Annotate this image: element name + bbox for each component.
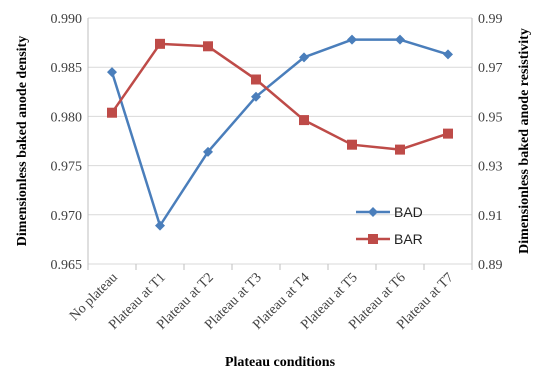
point-bar-1 [155, 38, 165, 49]
left-axis-ticks: 0.965 0.970 0.975 0.980 0.985 0.990 [51, 12, 83, 273]
point-bad-1 [155, 220, 165, 231]
point-bar-0 [107, 107, 117, 118]
right-tick-label-5: 0.99 [478, 12, 503, 27]
series-line-bad [110, 38, 449, 227]
left-tick-label-5: 0.990 [51, 12, 83, 27]
point-bad-7 [443, 49, 453, 60]
point-bad-5 [347, 34, 357, 45]
legend-label-bar: BAR [394, 231, 423, 247]
point-bad-2 [203, 146, 213, 157]
left-tick-label-4: 0.985 [51, 61, 83, 76]
left-axis-title: Dimensionless baked anode density [15, 36, 30, 246]
left-tick-label-3: 0.980 [51, 110, 83, 125]
series-layer [107, 34, 453, 231]
legend-item-bad: BAD [356, 204, 423, 220]
right-tick-label-0: 0.89 [478, 258, 503, 273]
right-tick-label-4: 0.97 [478, 61, 503, 76]
left-tick-label-2: 0.975 [51, 160, 83, 175]
legend-marker-bar [368, 234, 378, 244]
right-tick-label-1: 0.91 [478, 209, 503, 224]
right-tick-label-3: 0.95 [478, 110, 503, 125]
right-tick-label-2: 0.93 [478, 160, 503, 175]
left-tick-label-0: 0.965 [51, 258, 83, 273]
point-bad-3 [251, 91, 261, 102]
point-bar-5 [347, 139, 357, 150]
gridlines [87, 17, 473, 270]
series-bad [107, 34, 453, 231]
point-bar-6 [395, 144, 405, 155]
point-bar-7 [443, 128, 453, 139]
point-bad-6 [395, 34, 405, 45]
legend-marker-bad [368, 207, 378, 217]
legend-label-bad: BAD [394, 204, 423, 220]
x-axis-title: Plateau conditions [225, 355, 336, 370]
left-tick-label-1: 0.970 [51, 209, 83, 224]
series-line-bar [110, 42, 449, 151]
point-bar-4 [299, 115, 309, 126]
point-bar-3 [251, 74, 261, 85]
legend: BAD BAR [356, 204, 423, 247]
legend-item-bar: BAR [356, 231, 423, 247]
series-bar [107, 38, 453, 155]
right-axis-ticks: 0.89 0.91 0.93 0.95 0.97 0.99 [478, 12, 503, 273]
point-bad-4 [299, 52, 309, 63]
right-axis-title: Dimensionless baked anode resistivity [517, 28, 532, 254]
point-bar-2 [203, 41, 213, 52]
point-bad-0 [107, 67, 117, 78]
